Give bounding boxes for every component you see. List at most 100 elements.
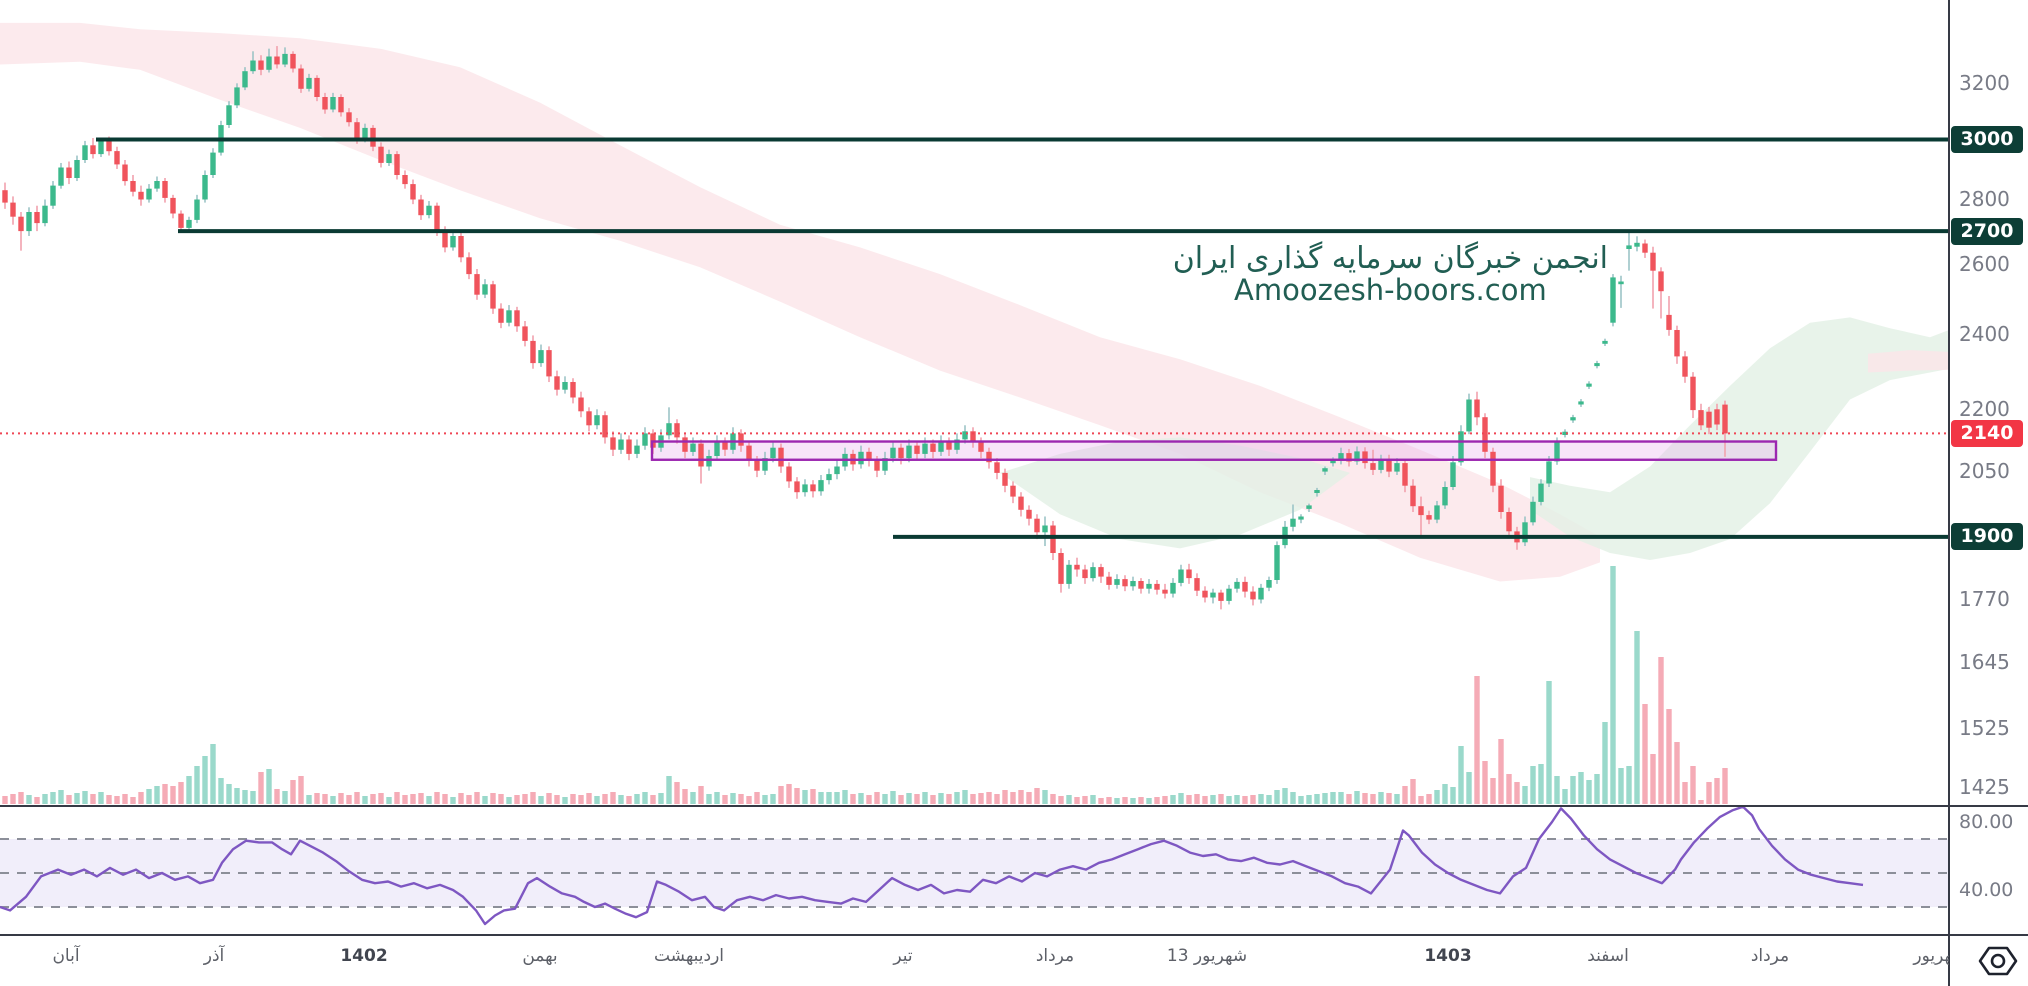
- candle-body: [898, 447, 904, 459]
- candle-body: [610, 437, 616, 450]
- volume-bar: [146, 789, 152, 804]
- volume-bar: [1714, 778, 1720, 804]
- volume-bar: [58, 790, 64, 804]
- rsi-line: [0, 805, 1864, 926]
- volume-bar: [1682, 782, 1688, 804]
- candle-body: [1354, 451, 1360, 462]
- volume-bar: [106, 795, 112, 804]
- candle-body: [1298, 516, 1304, 520]
- volume-bar: [418, 793, 424, 804]
- volume-bar: [1162, 796, 1168, 804]
- volume-bar: [26, 795, 32, 804]
- volume-bar: [1042, 790, 1048, 804]
- candle-body: [1218, 592, 1224, 601]
- watermark: انجمن خبرگان سرمایه گذاری ایران Amoozesh…: [1173, 242, 1608, 307]
- candle-body: [1474, 399, 1480, 418]
- candle-body: [1122, 579, 1128, 587]
- volume-bar: [1282, 788, 1288, 804]
- volume-bar: [626, 796, 632, 804]
- volume-bar: [10, 794, 16, 804]
- volume-bar: [882, 794, 888, 804]
- candle-body: [1258, 587, 1264, 600]
- supply-zone-border[interactable]: [650, 440, 1778, 461]
- volume-bar: [1514, 782, 1520, 804]
- volume-bar: [962, 790, 968, 804]
- volume-bar: [1466, 772, 1472, 804]
- volume-bar: [1010, 792, 1016, 804]
- price-axis[interactable]: 3200 2800 2600 2400 2200 2050 1770 1645 1525 1425…: [1949, 0, 2028, 935]
- price-tick-label: 1425: [1959, 775, 2010, 800]
- candle-body: [138, 191, 144, 200]
- volume-bar: [714, 792, 720, 804]
- candle-body: [1202, 590, 1208, 598]
- candle-body: [1322, 468, 1328, 472]
- volume-bar: [522, 794, 528, 804]
- volume-bar: [930, 795, 936, 804]
- volume-bar: [618, 795, 624, 804]
- candle-body: [210, 152, 216, 175]
- volume-bar: [1538, 764, 1544, 804]
- candle-body: [242, 71, 248, 88]
- candle-body: [962, 431, 968, 440]
- volume-bar: [578, 795, 584, 804]
- candle-body: [194, 199, 200, 220]
- last-price-badge: 2140: [1951, 419, 2023, 447]
- volume-bar: [594, 796, 600, 804]
- candle-body: [1538, 483, 1544, 502]
- candle-body: [314, 77, 320, 97]
- volume-bar: [474, 792, 480, 804]
- candle-body: [1106, 576, 1112, 585]
- volume-bar: [1186, 795, 1192, 804]
- volume-bar: [1226, 796, 1232, 804]
- volume-bar: [986, 792, 992, 804]
- candle-body: [642, 433, 648, 446]
- candle-body: [522, 326, 528, 341]
- candle-body: [1250, 591, 1256, 600]
- volume-bar: [890, 791, 896, 804]
- candle-body: [1530, 501, 1536, 523]
- volume-bar: [498, 794, 504, 804]
- time-tick-label: آبان: [52, 946, 80, 966]
- volume-bar: [130, 797, 136, 804]
- candle-body: [1186, 569, 1192, 579]
- supply-zone-fill: [652, 441, 1776, 460]
- volume-bar: [1298, 796, 1304, 804]
- volume-bar: [258, 772, 264, 804]
- candle-body: [1690, 376, 1696, 411]
- time-tick-label: بهمن: [522, 946, 558, 966]
- volume-bar: [194, 766, 200, 804]
- candle-body: [186, 219, 192, 228]
- time-tick-label: مرداد: [1035, 946, 1075, 966]
- volume-bar: [1426, 794, 1432, 804]
- candle-body: [1458, 431, 1464, 463]
- volume-bar: [1202, 796, 1208, 804]
- candle-body: [770, 447, 776, 459]
- candle-body: [1706, 411, 1712, 428]
- candle-body: [1442, 487, 1448, 506]
- candle-body: [362, 127, 368, 140]
- candle-body: [698, 443, 704, 467]
- volume-bar: [738, 794, 744, 804]
- volume-bar: [1442, 784, 1448, 804]
- volume-bar: [530, 792, 536, 804]
- candle-body: [1466, 399, 1472, 432]
- candle-body: [1146, 583, 1152, 589]
- price-tick-label: 2800: [1959, 187, 2010, 212]
- candle-body: [1026, 509, 1032, 519]
- volume-bar: [746, 796, 752, 804]
- volume-bar: [514, 795, 520, 804]
- volume-bar: [1418, 796, 1424, 804]
- time-axis[interactable]: آبان آذر 1402 بهمن اردیبهشت تیر مرداد 13 شهریور…: [0, 937, 1949, 986]
- candle-body: [298, 68, 304, 89]
- candle-body: [1114, 579, 1120, 585]
- candle-body: [682, 437, 688, 452]
- candle-body: [90, 145, 96, 155]
- volume-bar: [1698, 800, 1704, 804]
- candle-body: [370, 127, 376, 147]
- volume-bar: [874, 792, 880, 804]
- hexagon-eye-icon[interactable]: [1977, 942, 2019, 980]
- candle-body: [1066, 564, 1072, 584]
- volume-bar: [1642, 704, 1648, 804]
- volume-bar: [538, 796, 544, 804]
